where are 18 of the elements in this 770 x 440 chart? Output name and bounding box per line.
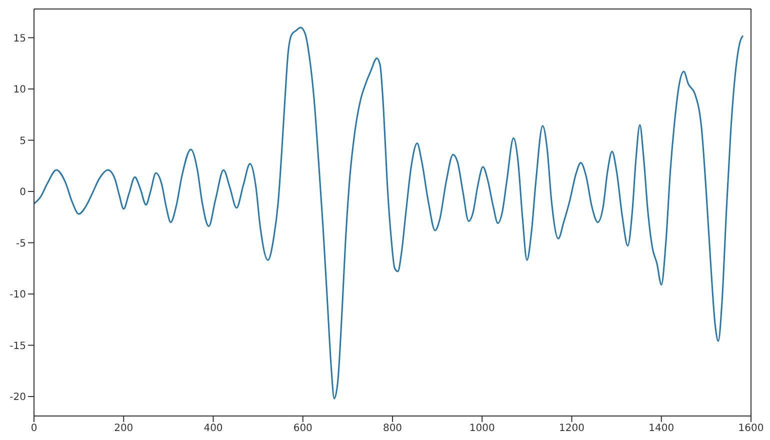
line-series xyxy=(34,26,744,400)
x-tick-label: 1600 xyxy=(738,423,764,434)
y-tick-label: -10 xyxy=(10,290,26,301)
y-tick-label: 5 xyxy=(20,136,26,147)
x-tick-label: 600 xyxy=(293,423,312,434)
x-tick-label: 400 xyxy=(204,423,223,434)
x-tick-label: 1200 xyxy=(559,423,584,434)
x-tick-label: 200 xyxy=(114,423,134,434)
x-tick-label: 0 xyxy=(30,423,38,434)
y-tick-label: -15 xyxy=(10,340,26,352)
y-tick-label: 10 xyxy=(13,84,26,96)
x-tick-label: 800 xyxy=(382,423,402,434)
x-tick-label: 1400 xyxy=(648,423,674,434)
x-tick-label: 1000 xyxy=(469,423,495,434)
y-tick-label: -5 xyxy=(16,238,26,250)
y-tick-label: -20 xyxy=(10,392,26,404)
y-tick-label: 0 xyxy=(20,187,26,198)
y-tick-label: 15 xyxy=(13,33,26,44)
